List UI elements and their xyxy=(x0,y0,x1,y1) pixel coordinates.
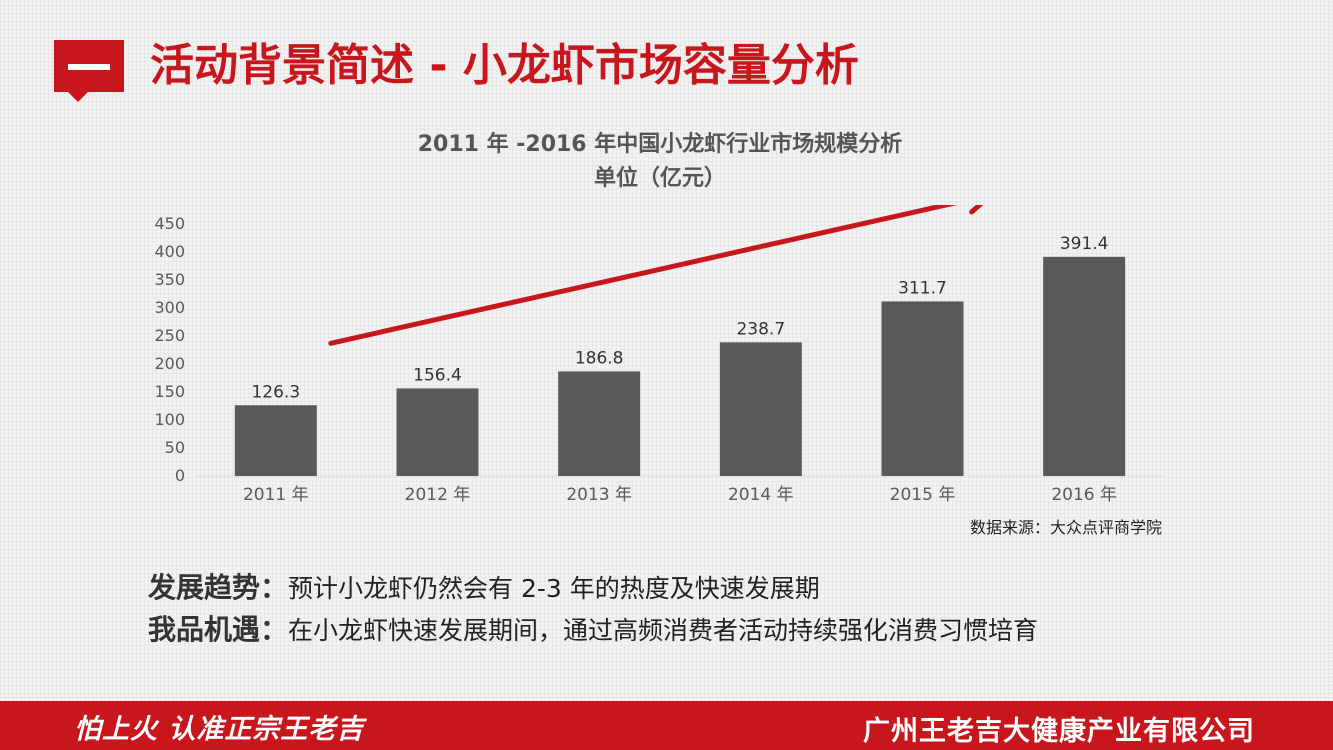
page-title: 活动背景简述 - 小龙虾市场容量分析 xyxy=(150,40,859,91)
bar xyxy=(1043,256,1126,476)
bar xyxy=(558,371,641,476)
trend-arrow-head xyxy=(969,205,984,215)
footer-company-name: 广州王老吉大健康产业有限公司 xyxy=(863,716,1255,747)
y-tick-label: 100 xyxy=(154,410,185,429)
y-tick-label: 400 xyxy=(154,242,185,261)
footer-slogan: 怕上火 认准正宗王老吉 xyxy=(74,714,365,745)
trend-line: 发展趋势：预计小龙虾仍然会有 2-3 年的热度及快速发展期 xyxy=(148,566,820,606)
x-category-label: 2011 年 xyxy=(243,485,309,505)
y-tick-label: 0 xyxy=(175,466,185,485)
y-tick-label: 50 xyxy=(165,438,185,457)
chart-title: 2011 年 -2016 年中国小龙虾行业市场规模分析 xyxy=(417,132,903,157)
x-category-label: 2014 年 xyxy=(728,485,794,505)
bar xyxy=(234,405,317,476)
opportunity-line: 我品机遇：在小龙虾快速发展期间，通过高频消费者活动持续强化消费习惯培育 xyxy=(148,608,1038,648)
x-category-label: 2015 年 xyxy=(890,485,956,505)
data-source-note: 数据来源：大众点评商学院 xyxy=(969,518,1162,537)
y-tick-label: 200 xyxy=(154,354,185,373)
bar xyxy=(719,342,802,476)
bar-value-label: 156.4 xyxy=(413,365,462,385)
chart-title-block: 2011 年 -2016 年中国小龙虾行业市场规模分析 单位（亿元） xyxy=(330,128,990,196)
trend-text: 预计小龙虾仍然会有 2-3 年的热度及快速发展期 xyxy=(288,574,820,603)
bar xyxy=(881,301,964,476)
y-tick-label: 350 xyxy=(154,270,185,289)
chart-subtitle: 单位（亿元） xyxy=(593,166,726,191)
section-number-badge xyxy=(54,40,124,102)
section-number-one xyxy=(68,64,110,70)
market-size-bar-chart: 0 50 100 150 200 250 300 350 400 450 126.3 2011 年 15… xyxy=(154,205,1165,505)
bar-value-label: 311.7 xyxy=(898,278,947,298)
bar xyxy=(396,388,479,476)
x-category-label: 2013 年 xyxy=(566,485,632,505)
y-tick-label: 150 xyxy=(154,382,185,401)
y-tick-label: 250 xyxy=(154,326,185,345)
x-category-label: 2016 年 xyxy=(1051,485,1117,505)
opportunity-label: 我品机遇： xyxy=(148,613,289,646)
y-tick-label: 300 xyxy=(154,298,185,317)
x-category-label: 2012 年 xyxy=(405,485,471,505)
y-tick-label: 450 xyxy=(154,214,185,233)
bar-value-label: 238.7 xyxy=(736,319,785,339)
bar-value-label: 186.8 xyxy=(575,348,624,368)
bar-value-label: 126.3 xyxy=(251,382,300,402)
badge-pointer xyxy=(68,92,88,102)
bar-value-label: 391.4 xyxy=(1060,234,1109,254)
footer-bar: 怕上火 认准正宗王老吉 广州王老吉大健康产业有限公司 xyxy=(0,701,1333,750)
trend-arrow-line xyxy=(328,205,958,346)
trend-label: 发展趋势： xyxy=(148,571,289,604)
opportunity-text: 在小龙虾快速发展期间，通过高频消费者活动持续强化消费习惯培育 xyxy=(288,616,1039,645)
